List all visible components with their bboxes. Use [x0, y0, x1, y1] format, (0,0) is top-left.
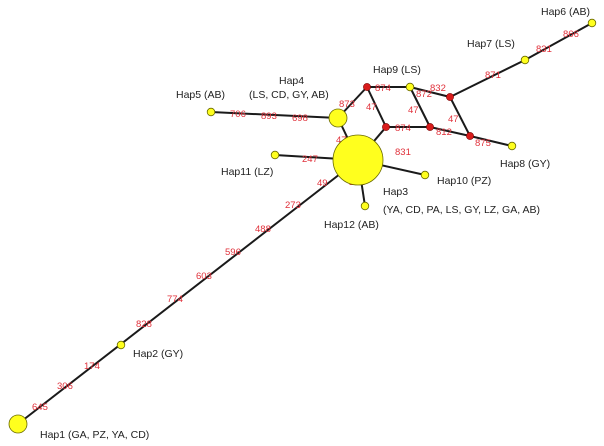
mutation-label: 645: [32, 402, 48, 413]
median-vector-node: [466, 132, 474, 140]
mutation-label: 875: [475, 138, 491, 149]
mutation-label: 596: [225, 247, 241, 258]
mutation-label: 706: [230, 109, 246, 120]
edge-mvC-mvE: [429, 126, 471, 137]
edge-mvD-hap7: [449, 59, 526, 98]
median-vector-node: [382, 123, 390, 131]
hap4-label-name: Hap4: [279, 75, 304, 87]
hap3-label-name: Hap3: [383, 186, 408, 198]
mutation-label: 247: [302, 154, 318, 165]
mutation-label: 831: [536, 44, 552, 55]
hap1-node[interactable]: [8, 414, 28, 434]
edge-hap1-hap3: [17, 159, 359, 425]
mutation-label: 832: [430, 83, 446, 94]
hap7-node[interactable]: [520, 55, 530, 65]
hap7-label: Hap7 (LS): [467, 38, 515, 50]
hap8-label: Hap8 (GY): [500, 158, 550, 170]
mutation-label: 873: [339, 99, 355, 110]
hap3-label-populations: (YA, CD, PA, LS, GY, LZ, GA, AB): [383, 204, 540, 216]
hap5-node[interactable]: [206, 107, 216, 117]
edge-hap4-hap5: [210, 111, 339, 119]
hap2-node[interactable]: [116, 340, 126, 350]
mutation-label: 273: [285, 200, 301, 211]
edges: [17, 22, 593, 425]
mutation-label: 47: [336, 135, 347, 146]
mutation-label: 828: [136, 319, 152, 330]
hap5-label: Hap5 (AB): [176, 89, 225, 101]
mutation-label: 698: [292, 113, 308, 124]
mutation-label: 893: [261, 111, 277, 122]
mutation-label: 603: [196, 271, 212, 282]
edge-mvB-mvA: [366, 86, 387, 128]
hap9-label: Hap9 (LS): [373, 64, 421, 76]
mutation-label: 874: [375, 83, 391, 94]
mutation-label: 866: [563, 29, 579, 40]
edge-hap7-hap6: [524, 22, 593, 61]
haplotype-labels: Hap1 (GA, PZ, YA, CD) Hap2 (GY) Hap3 (YA…: [40, 6, 590, 441]
median-vector-node: [363, 83, 371, 91]
mutation-label: 49: [317, 178, 328, 189]
hap12-label: Hap12 (AB): [324, 219, 379, 231]
hap12-node[interactable]: [360, 201, 370, 211]
mutation-label: 874: [395, 123, 411, 134]
hap9-node[interactable]: [405, 82, 415, 92]
hap4-node[interactable]: [328, 108, 348, 128]
median-vector-node: [446, 93, 454, 101]
hap10-label: Hap10 (PZ): [437, 175, 491, 187]
mutation-label: 306: [57, 381, 73, 392]
mutation-label: 774: [167, 294, 183, 305]
median-vectors: [363, 83, 474, 140]
edge-hap9-mvD: [409, 86, 451, 98]
mutation-label: 174: [84, 361, 100, 372]
hap6-label: Hap6 (AB): [541, 6, 590, 18]
hap1-label: Hap1 (GA, PZ, YA, CD): [40, 429, 149, 441]
mutation-labels: 645 306 174 828 774 603 596 488 273 49 2…: [32, 29, 579, 413]
mutation-label: 47: [408, 105, 419, 116]
mutation-label: 488: [255, 224, 271, 235]
mutation-label: 47: [366, 102, 377, 113]
edge-hap9-mvC: [409, 86, 431, 128]
mutation-label: 831: [395, 147, 411, 158]
hap11-label: Hap11 (LZ): [221, 166, 273, 178]
median-vector-node: [426, 123, 434, 131]
hap8-node[interactable]: [507, 141, 517, 151]
mutation-label: 812: [436, 127, 452, 138]
hap11-node[interactable]: [270, 150, 280, 160]
hap10-node[interactable]: [420, 170, 430, 180]
edge-mvD-mvE: [449, 96, 471, 137]
edge-mvE-hap8: [469, 135, 513, 147]
mutation-label: 872: [416, 89, 432, 100]
hap6-node[interactable]: [587, 18, 597, 28]
hap4-label-populations: (LS, CD, GY, AB): [249, 89, 329, 101]
mutation-label: 871: [485, 70, 501, 81]
haplotype-nodes: [8, 18, 597, 434]
hap2-label: Hap2 (GY): [133, 348, 183, 360]
hap3-node[interactable]: [332, 134, 384, 186]
mutation-label: 47: [448, 114, 459, 125]
